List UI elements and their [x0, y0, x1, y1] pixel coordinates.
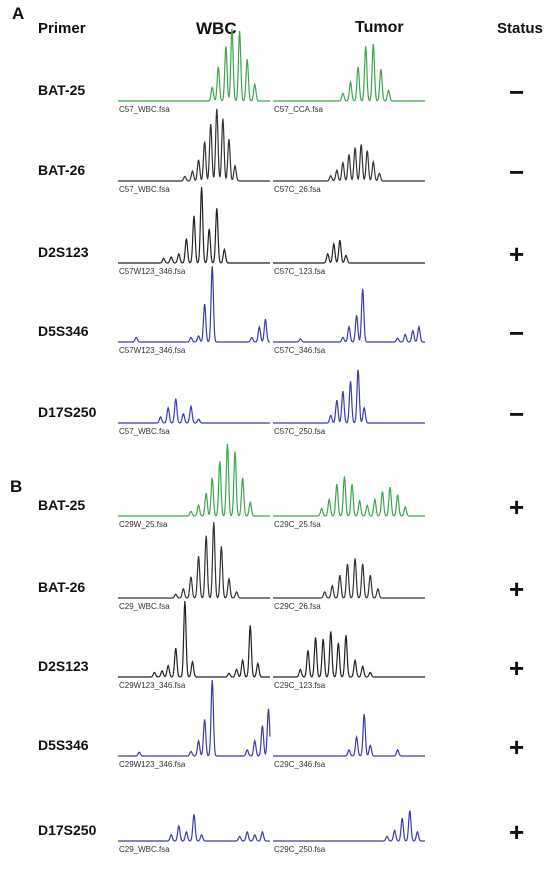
panel-a-bat-25-status: −: [509, 77, 525, 107]
panel-a-d2s123-tumor-trace: [273, 240, 425, 264]
header-tumor: Tumor: [355, 19, 404, 36]
panel-a-bat-26-tumor-filename: C57C_26.fsa: [274, 185, 321, 194]
panel-a-d5s346-tumor-trace: [273, 288, 425, 343]
panel-b-d17s250-wbc-trace: [118, 814, 270, 842]
panel-b-d2s123-wbc-filename: C29W123_346.fsa: [119, 681, 186, 690]
panel-a-bat-26-tumor-trace: [273, 144, 425, 182]
header-wbc: WBC: [196, 19, 237, 38]
panel-a-d17s250-wbc-electropherogram-line: [118, 398, 270, 424]
panel-b-d17s250-wbc-electropherogram-line: [118, 814, 270, 842]
panel-b-d17s250-tumor-filename: C29C_250.fsa: [274, 845, 326, 854]
panel-a-d17s250-tumor-filename: C57C_250.fsa: [274, 427, 326, 436]
panel-a-bat-26-wbc-filename: C57_WBC.fsa: [119, 185, 170, 194]
panel-letter-b: B: [10, 477, 23, 496]
panel-b-d2s123-wbc-trace: [118, 600, 270, 678]
panel-a-bat-25-tumor-electropherogram-line: [273, 43, 425, 102]
panel-b-bat-25-status: +: [509, 492, 525, 522]
panel-b-bat-25-wbc-electropherogram-line: [118, 443, 270, 517]
panel-b-d17s250-tumor-electropherogram-line: [273, 810, 425, 842]
panel-b-d17s250-wbc-filename: C29_WBC.fsa: [119, 845, 170, 854]
panel-a-d5s346-tumor-filename: C57C_346.fsa: [274, 346, 326, 355]
panel-b-d5s346-wbc-trace: [118, 679, 271, 757]
panel-a-bat-26-wbc-trace: [118, 108, 270, 182]
panel-a-bat-25-primer-label: BAT-25: [38, 82, 86, 98]
panel-a-d5s346-status: −: [509, 318, 525, 348]
panel-b-d2s123-tumor-filename: C29C_123.fsa: [274, 681, 326, 690]
panel-b-d17s250-status: +: [509, 817, 525, 847]
panel-a-d2s123-primer-label: D2S123: [38, 244, 89, 260]
panel-a-d5s346-wbc-electropherogram-line: [118, 265, 271, 343]
panel-a-d2s123-status: +: [509, 239, 525, 269]
panel-a-d17s250-status: −: [509, 399, 525, 429]
panel-b-d5s346-wbc-filename: C29W123_346.fsa: [119, 760, 186, 769]
panel-a-d2s123-tumor-electropherogram-line: [273, 240, 425, 264]
panel-b-bat-26-wbc-electropherogram-line: [118, 521, 270, 599]
header-status: Status: [497, 20, 543, 37]
panel-b-d5s346-tumor-filename: C29C_346.fsa: [274, 760, 326, 769]
panel-a-d17s250-tumor-trace: [273, 369, 425, 424]
header-primer: Primer: [38, 20, 86, 37]
panel-a-d5s346-primer-label: D5S346: [38, 323, 89, 339]
panel-a-d2s123-wbc-filename: C57W123_346.fsa: [119, 267, 186, 276]
panel-b-bat-25-wbc-filename: C29W_25.fsa: [119, 520, 168, 529]
panel-b-d17s250-tumor-trace: [273, 810, 425, 842]
panel-a-bat-26-tumor-electropherogram-line: [273, 144, 425, 182]
panel-b-bat-26-wbc-trace: [118, 521, 270, 599]
panel-a-bat-25-wbc-filename: C57_WBC.fsa: [119, 105, 170, 114]
panel-b-d2s123-tumor-electropherogram-line: [273, 631, 425, 678]
panel-a-d17s250-wbc-filename: C57_WBC.fsa: [119, 427, 170, 436]
panel-b-bat-25-wbc-trace: [118, 443, 270, 517]
panel-a-d2s123-wbc-electropherogram-line: [118, 186, 270, 264]
panel-a-bat-26-wbc-electropherogram-line: [118, 108, 270, 182]
panel-b-bat-25-tumor-electropherogram-line: [273, 476, 425, 517]
panel-b-bat-25-tumor-filename: C29C_25.fsa: [274, 520, 321, 529]
panel-b-d2s123-tumor-trace: [273, 631, 425, 678]
panel-b-d5s346-primer-label: D5S346: [38, 737, 89, 753]
panel-b-d5s346-tumor-electropherogram-line: [273, 714, 425, 757]
panel-a-d5s346-wbc-trace: [118, 265, 271, 343]
panel-b-bat-26-status: +: [509, 574, 525, 604]
panel-a-bat-25-wbc-trace: [118, 28, 270, 102]
panel-a-d17s250-primer-label: D17S250: [38, 404, 97, 420]
panel-b-d5s346-status: +: [509, 732, 525, 762]
panel-a-d17s250-wbc-trace: [118, 398, 270, 424]
panel-b-bat-26-wbc-filename: C29_WBC.fsa: [119, 602, 170, 611]
panel-b-bat-26-tumor-electropherogram-line: [273, 558, 425, 599]
panel-b-d2s123-primer-label: D2S123: [38, 658, 89, 674]
panel-a-bat-26-primer-label: BAT-26: [38, 162, 86, 178]
panel-a-d17s250-tumor-electropherogram-line: [273, 369, 425, 424]
panel-letter-a: A: [12, 4, 25, 23]
panel-b-bat-26-tumor-filename: C29C_26.fsa: [274, 602, 321, 611]
panel-a-d5s346-wbc-filename: C57W123_346.fsa: [119, 346, 186, 355]
panel-b-d2s123-wbc-electropherogram-line: [118, 600, 270, 678]
panel-a-bat-25-tumor-trace: [273, 43, 425, 102]
panel-a-bat-25-wbc-electropherogram-line: [118, 28, 270, 102]
panel-a-bat-25-tumor-filename: C57_CCA.fsa: [274, 105, 323, 114]
panel-a-bat-26-status: −: [509, 157, 525, 187]
panel-b-bat-25-primer-label: BAT-25: [38, 497, 86, 513]
panel-a-d2s123-tumor-filename: C57C_123.fsa: [274, 267, 326, 276]
panel-b-d5s346-tumor-trace: [273, 714, 425, 757]
panel-b-bat-26-tumor-trace: [273, 558, 425, 599]
panel-a-d5s346-tumor-electropherogram-line: [273, 288, 425, 343]
panel-b-bat-25-tumor-trace: [273, 476, 425, 517]
panel-a-d2s123-wbc-trace: [118, 186, 270, 264]
panel-b-bat-26-primer-label: BAT-26: [38, 579, 86, 595]
panel-b-d5s346-wbc-electropherogram-line: [118, 679, 271, 757]
panel-b-d2s123-status: +: [509, 653, 525, 683]
panel-b-d17s250-primer-label: D17S250: [38, 822, 97, 838]
